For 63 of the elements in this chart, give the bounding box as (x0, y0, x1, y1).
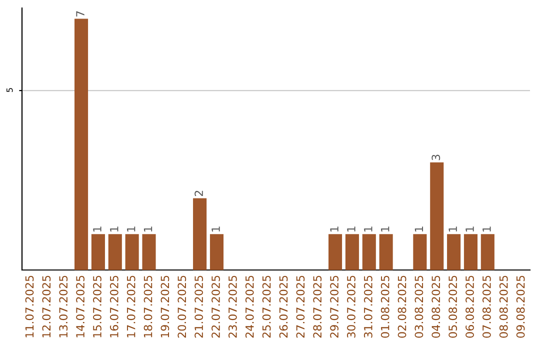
x-tick-label: 11.07.2025 (25, 276, 34, 338)
x-tick-label: 14.07.2025 (76, 276, 84, 338)
x-tick-label: 31.07.2025 (364, 276, 372, 338)
x-tick-label: 29.07.2025 (330, 276, 338, 338)
data-label: 1 (212, 226, 220, 232)
bar (480, 234, 494, 270)
x-tick-label: 12.07.2025 (42, 276, 51, 338)
x-tick-label: 25.07.2025 (262, 276, 271, 338)
bar (91, 234, 105, 270)
data-label: 1 (381, 226, 390, 232)
data-label: 3 (432, 154, 440, 160)
x-tick-label: 07.08.2025 (482, 276, 491, 338)
data-label: 1 (482, 226, 491, 232)
data-label: 1 (144, 226, 152, 232)
x-tick-label: 04.08.2025 (432, 276, 440, 338)
bar (345, 234, 359, 270)
bar (210, 234, 224, 270)
bar (193, 198, 207, 270)
x-tick-label: 21.07.2025 (194, 276, 204, 338)
x-tick-label: 20.07.2025 (178, 276, 186, 338)
x-tick-label: 08.08.2025 (499, 276, 508, 338)
x-tick-label: 16.07.2025 (110, 276, 118, 338)
x-tick-label: 03.08.2025 (414, 276, 424, 338)
x-tick-label: 15.07.2025 (93, 276, 102, 338)
x-tick-label: 09.08.2025 (516, 276, 525, 338)
bar (430, 162, 444, 270)
data-label: 1 (330, 226, 338, 232)
x-tick-label: 13.07.2025 (59, 276, 68, 338)
bar (413, 234, 427, 270)
bar (447, 234, 461, 270)
data-label: 1 (448, 226, 457, 232)
y-tick-label: 5 (6, 88, 13, 92)
bar (328, 234, 342, 270)
x-tick-label: 18.07.2025 (144, 276, 152, 338)
data-label: 1 (93, 226, 102, 232)
bar (379, 234, 393, 270)
data-label: 1 (466, 226, 474, 232)
x-tick-label: 06.08.2025 (466, 276, 474, 338)
x-tick-label: 02.08.2025 (398, 276, 406, 338)
x-tick-label: 17.07.2025 (126, 276, 136, 338)
x-tick-label: 30.07.2025 (347, 276, 356, 338)
bar (108, 234, 122, 270)
data-label: 1 (110, 226, 118, 232)
bar (362, 234, 376, 270)
x-tick-label: 19.07.2025 (160, 276, 170, 338)
data-label: 1 (127, 226, 136, 232)
data-label: 2 (194, 190, 203, 196)
x-tick-label: 05.08.2025 (448, 276, 458, 338)
bar (125, 234, 139, 270)
x-tick-label: 22.07.2025 (212, 276, 220, 338)
x-tick-label: 26.07.2025 (279, 276, 288, 338)
bar (74, 18, 88, 270)
data-label: 7 (76, 11, 84, 16)
x-tick-label: 24.07.2025 (245, 276, 254, 338)
x-tick-label: 01.08.2025 (380, 276, 390, 338)
x-tick-label: 27.07.2025 (296, 276, 305, 338)
data-label: 1 (364, 226, 372, 232)
data-label: 1 (414, 226, 423, 232)
x-tick-label: 28.07.2025 (313, 276, 322, 338)
x-tick-label: 23.07.2025 (228, 276, 237, 338)
bar (464, 234, 478, 270)
data-label: 1 (347, 226, 356, 232)
bar (142, 234, 156, 270)
